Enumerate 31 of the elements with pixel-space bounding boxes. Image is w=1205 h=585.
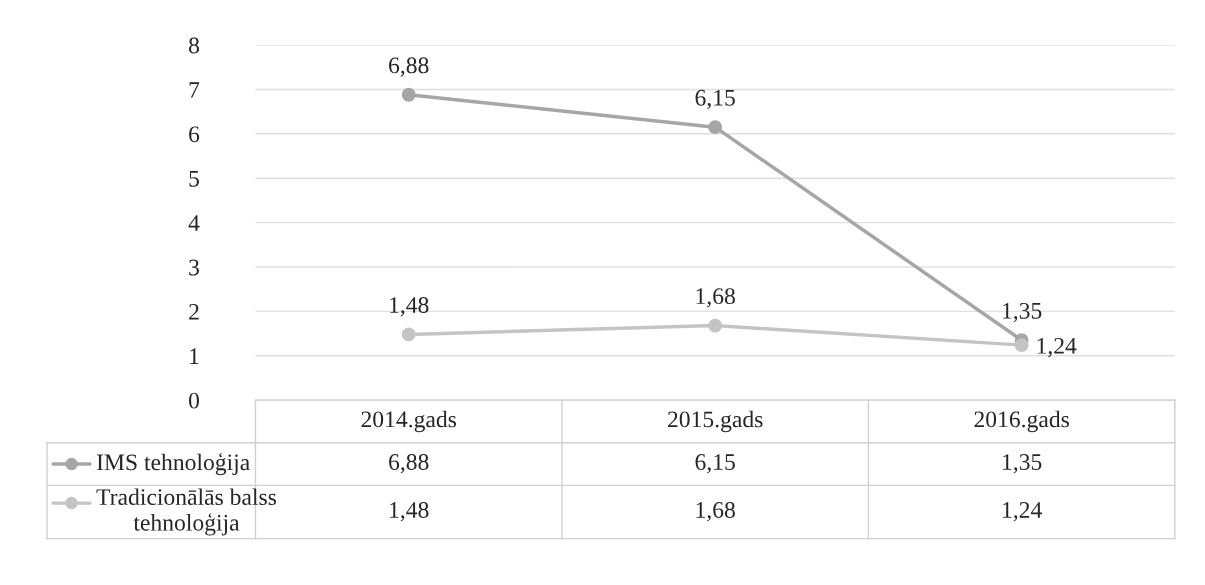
data-label: 1,68: [696, 501, 735, 522]
y-tick-label: 5: [189, 170, 199, 187]
point: [708, 318, 723, 333]
x-tick-label: 2014.gads: [361, 410, 457, 433]
text: 1,48: [390, 297, 429, 317]
data-label: 1,24: [1003, 502, 1042, 522]
y-tick-label: 0: [189, 392, 199, 409]
point: [708, 120, 723, 135]
data-label: 6,15: [695, 454, 735, 474]
legend-label: Tradicionālās balss tehnoloģija: [96, 488, 277, 536]
y-tick-label: 4: [188, 215, 200, 231]
x-tick-label: 2015.gads: [668, 410, 763, 433]
data-label: 1,48: [390, 501, 429, 522]
text: 1,24: [1037, 337, 1077, 358]
text: 1,68: [696, 288, 735, 308]
y-tick-label: 3: [189, 259, 199, 276]
y-tick-label: 7: [189, 82, 200, 98]
x-tick-label: 2016.gads: [974, 410, 1069, 433]
y-tick-label: 2: [189, 303, 199, 320]
text: 6,15: [695, 89, 735, 110]
y-tick-label: 6: [189, 126, 200, 143]
legend-label: IMS tehnoloģija: [96, 452, 250, 476]
point: [401, 327, 416, 342]
point: [401, 87, 416, 102]
point: [1014, 338, 1029, 353]
data-label: 1,35: [1003, 454, 1042, 474]
y-tick-label: 1: [190, 348, 199, 364]
y-tick-label: 8: [189, 37, 199, 54]
text: 1,35: [1003, 302, 1042, 323]
data-label: 6,88: [389, 454, 429, 474]
text: 6,88: [389, 57, 429, 77]
